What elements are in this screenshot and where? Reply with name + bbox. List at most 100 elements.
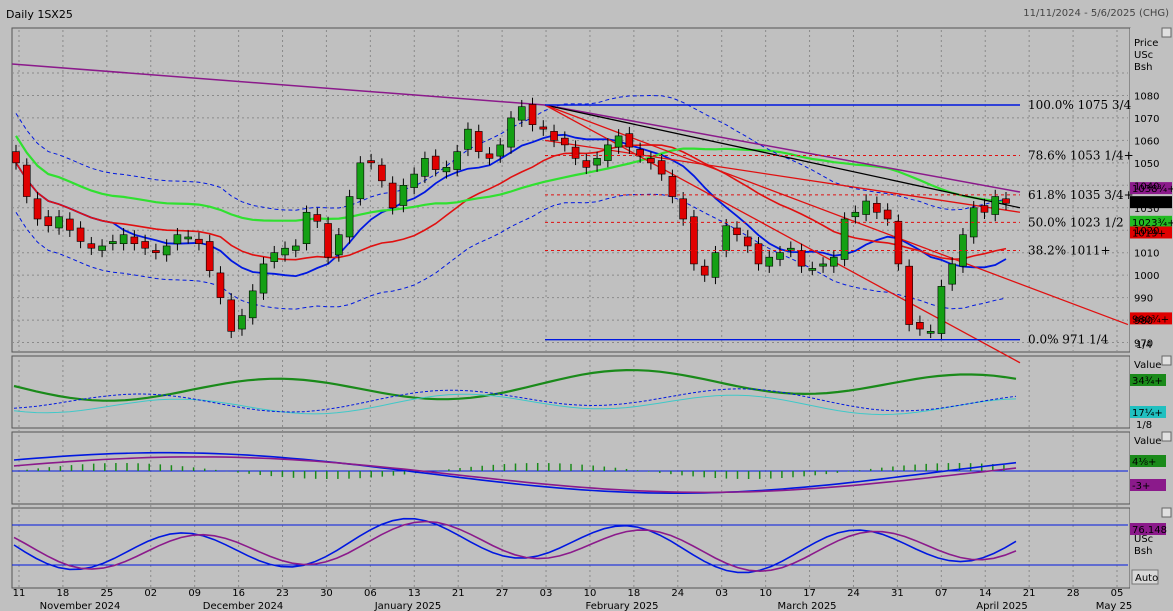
candle-body: [453, 151, 461, 170]
price-tag: [1130, 182, 1172, 195]
price-tick-label: 1070: [1134, 114, 1159, 125]
candle-body: [550, 131, 558, 141]
x-tick-label: 16: [232, 588, 245, 599]
fraction-label: 1/4: [1136, 340, 1152, 351]
candle-body: [808, 268, 817, 271]
stoch-k-line: [13, 517, 1017, 574]
candle-body: [733, 227, 741, 236]
candle-body: [442, 167, 451, 173]
price-tick-label: 1050: [1134, 159, 1159, 170]
price-tick-label: 1080: [1134, 91, 1159, 102]
x-tick-label: 24: [671, 588, 684, 599]
x-tick-label: 03: [715, 588, 728, 599]
di-line: [13, 393, 1017, 416]
candle-body: [367, 160, 375, 164]
price-tick-label: 1010: [1134, 249, 1159, 260]
close-icon: [1161, 355, 1172, 366]
close-icon: [1161, 27, 1172, 38]
x-tick-label: 11: [13, 588, 26, 599]
fraction-label-2: 1/8: [1136, 420, 1152, 431]
candle-body: [152, 250, 160, 253]
candle-body: [722, 225, 731, 251]
price-tag: [1130, 226, 1172, 239]
fib-label: 38.2% 1011+: [1028, 243, 1111, 257]
candle-body: [765, 256, 774, 267]
indicator-tag-label: 17¼+: [1132, 407, 1163, 419]
x-tick-label: 25: [100, 588, 113, 599]
x-tick-label: 05: [1111, 588, 1124, 599]
candle-body: [291, 245, 300, 251]
x-tick-label: 31: [891, 588, 904, 599]
candle-body: [335, 234, 343, 256]
candle-body: [410, 173, 418, 188]
candle-body: [894, 220, 903, 265]
chart-title: Daily 1SX25: [6, 8, 73, 21]
auto-button: [1131, 569, 1159, 585]
indicator-tag-label: 4⅛+: [1132, 457, 1156, 468]
candle-body: [830, 256, 838, 267]
candle-body: [1002, 198, 1010, 204]
x-tick-label: 18: [57, 588, 70, 599]
indicator-tag: [1130, 523, 1166, 535]
candle-body: [109, 241, 117, 245]
candle-body: [421, 158, 429, 177]
candle-body: [324, 223, 332, 258]
candle-body: [388, 182, 397, 209]
price-tag-label: 1032½: [1132, 197, 1167, 209]
price-tag-label: 1023¾+: [1132, 218, 1173, 229]
price-header: Bsh: [1134, 62, 1152, 73]
candle-body: [33, 198, 42, 220]
price-tick-label: 980: [1134, 316, 1153, 327]
candle-body: [883, 209, 892, 220]
stoch-header: USc: [1134, 534, 1153, 545]
candle-body: [862, 200, 870, 215]
indicator-panel: [11, 355, 1131, 429]
price-tick-label: 970: [1134, 339, 1153, 350]
candle-body: [668, 176, 677, 197]
candle-body: [754, 243, 763, 265]
candle-body: [173, 234, 182, 245]
x-tick-label: 07: [935, 588, 948, 599]
fib-label: 0.0% 971 1/4: [1028, 333, 1109, 347]
close-icon: [1161, 431, 1172, 442]
candle-body: [162, 245, 171, 256]
indicator-tag-label: 76.148: [1132, 525, 1167, 536]
candle-body: [485, 153, 494, 159]
candle-body: [980, 205, 989, 213]
candle-body: [916, 322, 924, 330]
price-tick-label: 1030: [1134, 204, 1159, 215]
ma-green: [15, 135, 1007, 222]
candle-body: [130, 236, 139, 245]
price-tag-label: 1019+: [1132, 228, 1166, 239]
candle-body: [593, 158, 601, 166]
candle-body: [76, 227, 85, 242]
candle-body: [345, 196, 354, 238]
candle-body: [926, 331, 935, 334]
candle-body: [625, 133, 634, 148]
trend-black: [544, 104, 1021, 209]
candle-body: [507, 117, 515, 148]
indicator-tag: [1130, 479, 1166, 491]
x-tick-label: 18: [628, 588, 641, 599]
candle-body: [711, 252, 720, 278]
price-tag: [1130, 312, 1172, 325]
candle-body: [12, 151, 20, 164]
candle-body: [937, 286, 946, 334]
candle-body: [539, 126, 548, 130]
indicator-tag: [1130, 406, 1166, 418]
candle-body: [216, 272, 225, 298]
candle-body: [604, 144, 612, 161]
candle-body: [356, 162, 365, 200]
price-tag: [1130, 196, 1172, 209]
price-tick-label: 1000: [1134, 271, 1159, 282]
candle-body: [98, 245, 106, 251]
fib-label: 78.6% 1053 1/4+: [1028, 149, 1134, 163]
candle-body: [399, 185, 408, 206]
x-tick-label: 09: [188, 588, 201, 599]
month-label: November 2024: [40, 601, 121, 611]
candle-body: [776, 252, 784, 260]
candle-body: [66, 218, 74, 231]
price-tick-label: 990: [1134, 294, 1153, 305]
adx-line: [13, 368, 1017, 402]
